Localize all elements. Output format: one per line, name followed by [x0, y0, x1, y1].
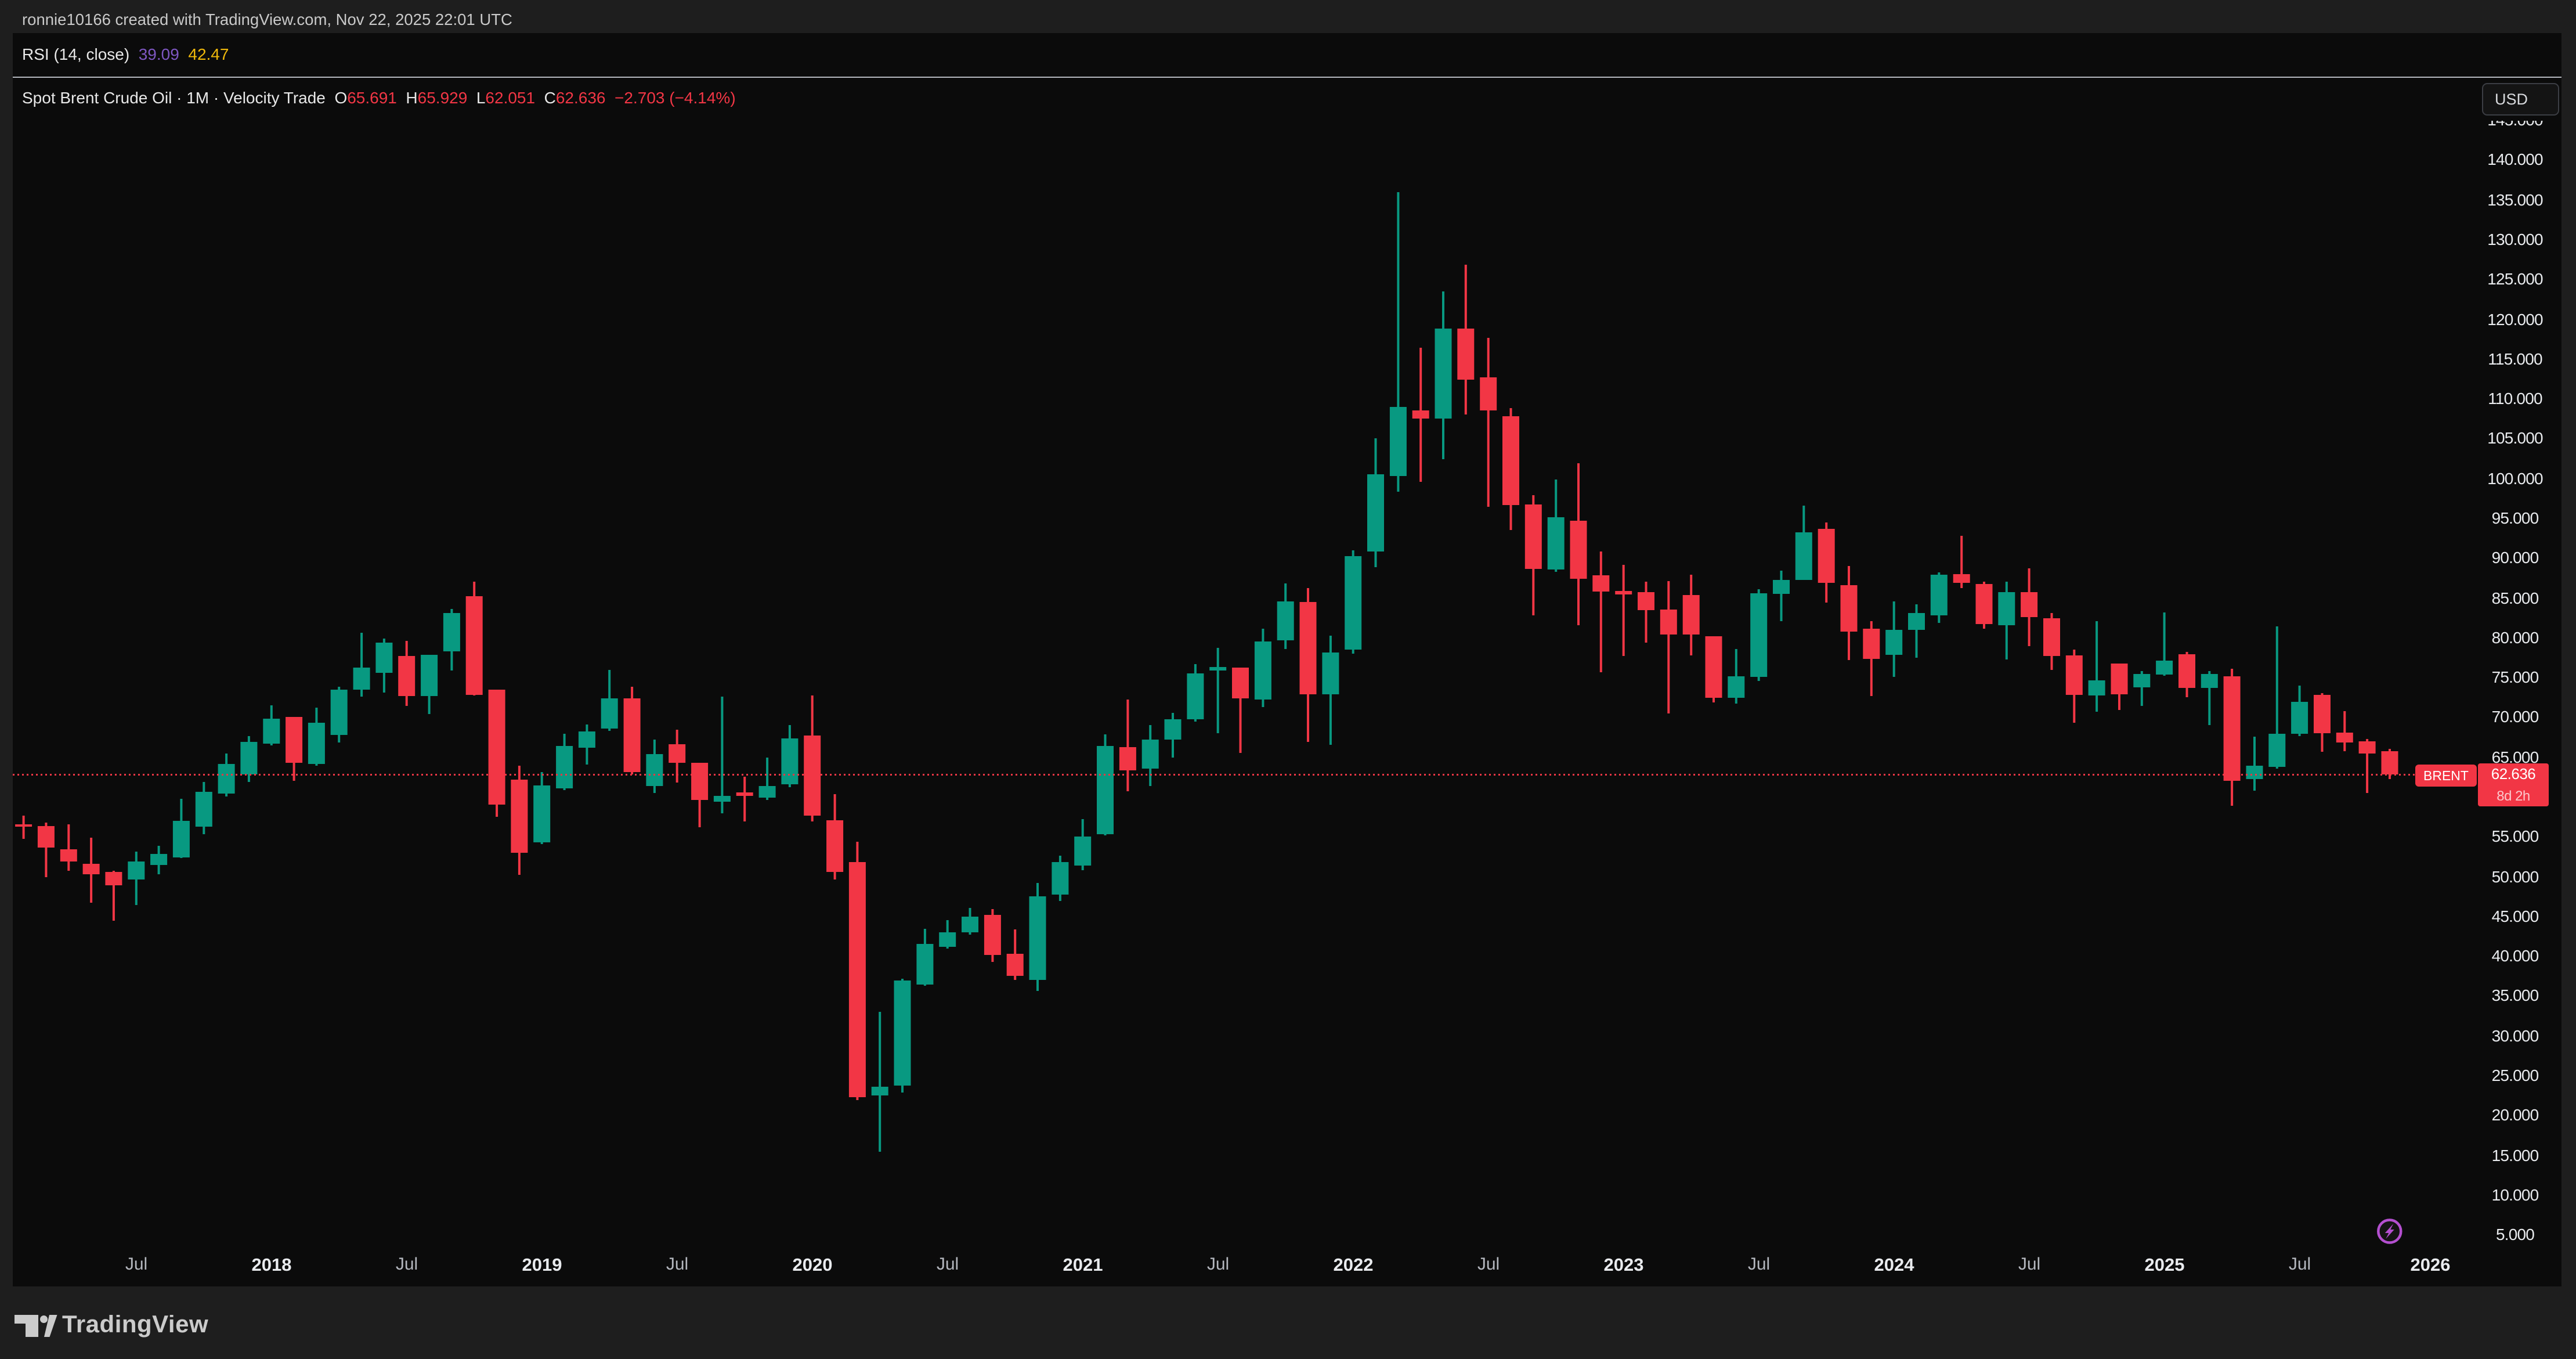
svg-text:TradingView: TradingView	[62, 1315, 208, 1338]
